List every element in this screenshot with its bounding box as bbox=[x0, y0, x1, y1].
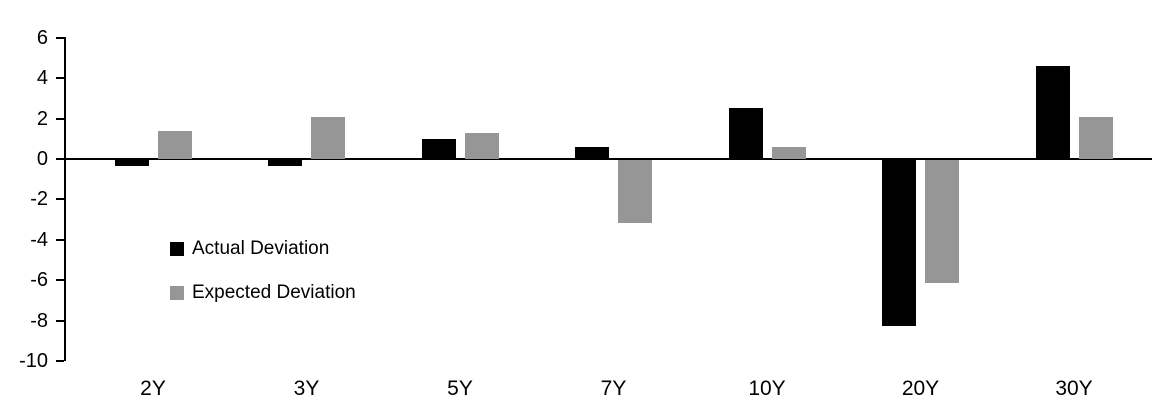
y-axis-tick-label: -8 bbox=[30, 309, 48, 332]
y-axis-line bbox=[64, 37, 66, 361]
legend-item-actual-deviation: Actual Deviation bbox=[170, 237, 356, 261]
bar-expected-deviation-7y bbox=[618, 160, 652, 223]
legend: Actual Deviation Expected Deviation bbox=[170, 237, 356, 325]
x-axis-label-7y: 7Y bbox=[600, 377, 627, 400]
bar-expected-deviation-5y bbox=[464, 133, 499, 159]
bar-actual-deviation-7y bbox=[575, 147, 609, 159]
legend-item-expected-deviation: Expected Deviation bbox=[170, 281, 356, 305]
bar-actual-deviation-5y bbox=[421, 139, 456, 159]
bar-expected-deviation-10y bbox=[771, 147, 806, 159]
bar-actual-deviation-20y bbox=[882, 160, 916, 326]
bar-actual-deviation-2y bbox=[114, 160, 149, 166]
y-axis-tick bbox=[56, 36, 64, 39]
y-axis-tick-label: -10 bbox=[19, 350, 48, 372]
y-axis-tick-label: 4 bbox=[36, 67, 48, 90]
y-axis-tick bbox=[56, 279, 64, 282]
bar-expected-deviation-2y bbox=[157, 131, 192, 159]
legend-swatch-expected-deviation bbox=[170, 286, 184, 300]
legend-label-actual-deviation: Actual Deviation bbox=[192, 238, 330, 259]
x-axis-label-10y: 10Y bbox=[748, 377, 786, 400]
x-axis-label-3y: 3Y bbox=[293, 377, 320, 400]
bar-expected-deviation-20y bbox=[925, 160, 959, 283]
y-axis-tick-label: 6 bbox=[36, 26, 48, 49]
bar-actual-deviation-30y bbox=[1035, 66, 1070, 159]
y-axis-tick bbox=[56, 198, 64, 201]
y-axis-tick-label: 2 bbox=[36, 107, 48, 130]
bar-actual-deviation-3y bbox=[268, 160, 302, 166]
y-axis-tick bbox=[56, 117, 64, 120]
y-axis-tick-label: -2 bbox=[30, 188, 48, 211]
x-axis-zero-line bbox=[64, 158, 1152, 160]
x-axis-label-20y: 20Y bbox=[901, 377, 940, 400]
bar-expected-deviation-3y bbox=[311, 117, 345, 159]
y-axis-tick bbox=[56, 158, 64, 160]
x-axis-label-2y: 2Y bbox=[140, 377, 166, 400]
y-axis-tick bbox=[56, 238, 64, 241]
y-axis-tick bbox=[56, 77, 64, 80]
y-axis-tick-label: 0 bbox=[36, 148, 48, 170]
y-axis-tick bbox=[56, 360, 64, 362]
y-axis-tick-label: -6 bbox=[30, 269, 48, 292]
y-axis-tick-label: -4 bbox=[30, 228, 48, 251]
x-axis-label-30y: 30Y bbox=[1055, 377, 1093, 400]
bar-expected-deviation-30y bbox=[1078, 117, 1113, 159]
bar-actual-deviation-10y bbox=[728, 108, 763, 159]
legend-swatch-actual-deviation bbox=[170, 242, 184, 256]
x-axis-label-5y: 5Y bbox=[447, 377, 473, 400]
y-axis-tick bbox=[56, 319, 64, 322]
legend-label-expected-deviation: Expected Deviation bbox=[192, 282, 356, 303]
